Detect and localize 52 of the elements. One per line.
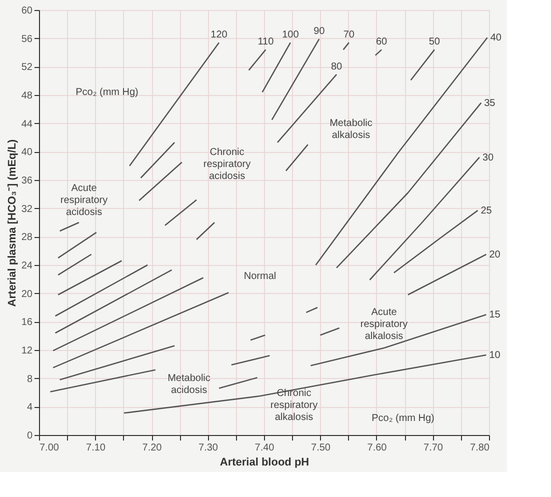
series-label: 80 xyxy=(331,61,343,72)
series-label: 90 xyxy=(314,26,326,38)
annotation: Pco₂ (mm Hg) xyxy=(76,87,138,98)
x-tick-label: 7.00 xyxy=(40,442,60,454)
series-label: 120 xyxy=(210,30,228,41)
annotation: Metabolic acidosis xyxy=(168,373,210,396)
annotation: Pco₂ (mm Hg) xyxy=(372,413,434,424)
x-tick-label: 7.30 xyxy=(198,442,218,454)
series-label: 100 xyxy=(282,30,300,41)
y-tick-label: 60 xyxy=(21,6,33,16)
series-label: 30 xyxy=(482,152,494,164)
x-tick-label: 7.40 xyxy=(254,442,275,454)
series-label: 10 xyxy=(489,350,501,361)
annotation: Acute respiratory alkalosis xyxy=(360,307,408,342)
annotation: Metabolic alkalosis xyxy=(330,118,372,141)
annotation: Chronic respiratory acidosis xyxy=(203,147,251,182)
y-tick-label: 52 xyxy=(21,62,33,74)
series-label: 110 xyxy=(258,36,274,48)
y-tick-label: 48 xyxy=(21,90,33,102)
y-tick-label: 36 xyxy=(21,176,33,186)
annotation: Normal xyxy=(244,271,276,282)
y-axis-title: Arterial plasma [HCO₃⁻] (mEq/L) xyxy=(6,138,18,307)
x-tick-label: 7.70 xyxy=(424,442,444,454)
annotation: Chronic respiratory alkalosis xyxy=(270,388,318,423)
series-label: 20 xyxy=(489,249,501,260)
y-tick-label: 20 xyxy=(21,288,33,300)
y-tick-label: 0 xyxy=(26,430,33,442)
series-label: 60 xyxy=(376,36,388,48)
y-tick-label: 32 xyxy=(21,204,33,215)
series-label: 15 xyxy=(489,310,501,321)
y-tick-label: 40 xyxy=(21,147,33,158)
x-tick-label: 7.50 xyxy=(311,442,331,454)
series-label: 35 xyxy=(484,98,496,109)
x-tick-label: 7.20 xyxy=(142,442,162,454)
y-tick-label: 28 xyxy=(21,232,33,244)
y-tick-label: 4 xyxy=(26,402,33,414)
y-tick-label: 44 xyxy=(21,118,33,130)
series-label: 50 xyxy=(428,36,440,48)
annotation: Acute respiratory acidosis xyxy=(60,183,108,218)
series-label: 40 xyxy=(490,32,502,44)
x-tick-label: 7.80 xyxy=(470,442,490,454)
series-label: 25 xyxy=(480,205,492,216)
x-tick-label: 7.10 xyxy=(86,442,106,454)
y-tick-label: 12 xyxy=(21,346,33,356)
y-tick-label: 56 xyxy=(21,34,33,45)
y-tick-label: 8 xyxy=(26,374,33,385)
line-series xyxy=(123,354,487,414)
x-tick-label: 7.60 xyxy=(367,442,388,454)
y-tick-label: 16 xyxy=(21,317,33,328)
x-axis-title: Arterial blood pH xyxy=(220,456,310,468)
series-label: 70 xyxy=(343,30,355,41)
y-tick-label: 24 xyxy=(21,260,33,272)
